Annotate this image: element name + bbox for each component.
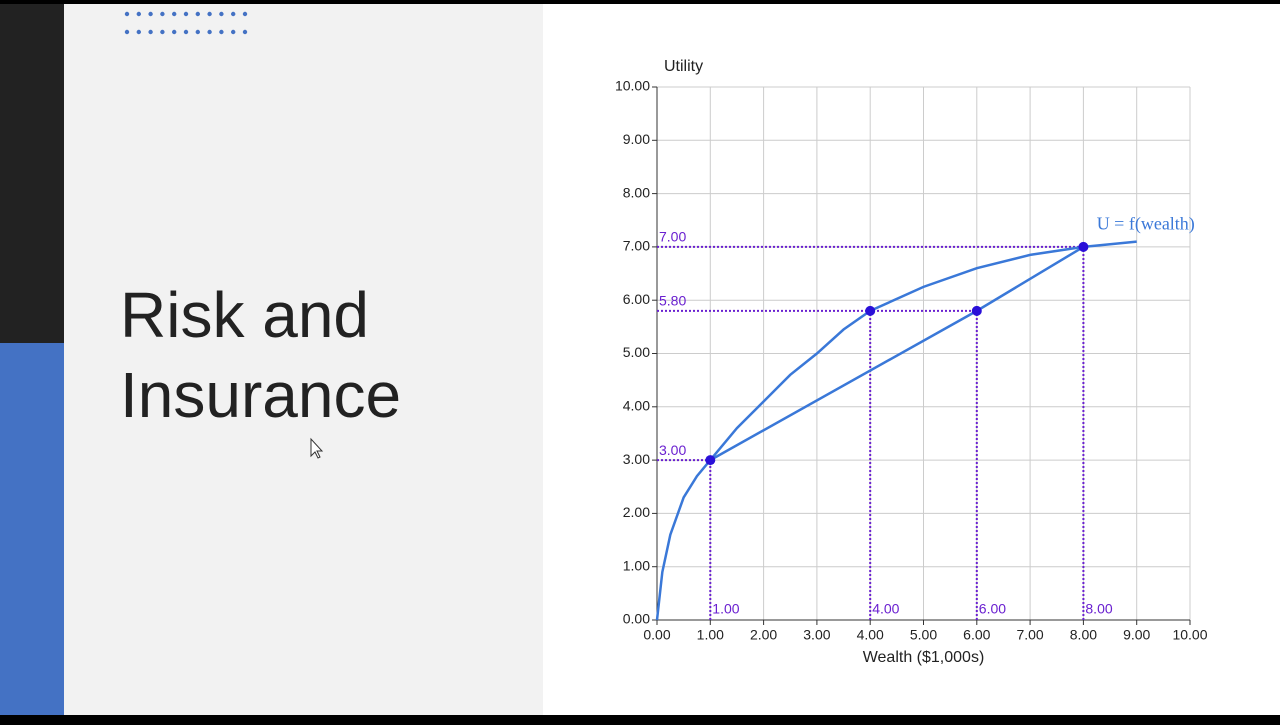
- y-guide-label: 3.00: [659, 442, 686, 458]
- dot: [207, 11, 212, 17]
- y-tick-label: 3.00: [623, 451, 650, 467]
- title-line: Risk and: [120, 279, 369, 351]
- y-guide-label: 5.80: [659, 293, 686, 309]
- cursor: [310, 437, 324, 459]
- dot: [195, 11, 200, 17]
- x-tick-label: 4.00: [857, 627, 884, 643]
- x-tick-label: 3.00: [803, 627, 830, 643]
- x-guide-label: 6.00: [979, 601, 1006, 617]
- dot: [183, 29, 189, 35]
- x-tick-label: 2.00: [750, 627, 777, 643]
- y-guide-label: 7.00: [659, 229, 686, 245]
- dot: [195, 29, 200, 35]
- point: [971, 305, 982, 316]
- point: [1078, 241, 1089, 252]
- dot: [136, 11, 141, 17]
- y-tick-label: 6.00: [623, 291, 650, 307]
- y-tick-label: 8.00: [623, 184, 650, 200]
- dot-pattern: [124, 11, 248, 35]
- y-tick-label: 5.00: [623, 344, 650, 360]
- chart: 0.00 1.00 2.00 3.00 4.00 5.00 6.00 7.00 8.00 9.00…: [615, 58, 1208, 666]
- y-tick-label: 7.00: [623, 238, 650, 254]
- x-guide-label: 4.00: [872, 601, 899, 617]
- point: [865, 305, 876, 316]
- x-tick-label: 5.00: [910, 627, 937, 643]
- y-axis-label: Utility: [664, 58, 703, 75]
- x-tick-label: 1.00: [697, 627, 724, 643]
- dark-bar: [0, 4, 64, 343]
- dot: [231, 29, 236, 35]
- x-guide-label: 8.00: [1085, 601, 1112, 617]
- dot: [242, 29, 248, 35]
- dot: [160, 11, 165, 17]
- dot: [160, 29, 165, 35]
- left-panel: [64, 4, 543, 715]
- dot: [242, 11, 248, 17]
- x-tick-label: 9.00: [1123, 627, 1150, 643]
- x-guide-label: 1.00: [712, 601, 739, 617]
- right-panel: [543, 4, 1280, 715]
- point: [705, 455, 716, 466]
- title-line: Insurance: [120, 359, 401, 431]
- x-tick-label: 10.00: [1172, 627, 1207, 643]
- y-tick-label: 2.00: [623, 504, 650, 520]
- dot: [172, 29, 177, 35]
- dot: [148, 11, 153, 17]
- dot: [231, 11, 236, 17]
- dot: [124, 11, 130, 17]
- dot: [124, 29, 130, 35]
- dot: [136, 29, 141, 35]
- series-label: U = f(wealth): [1097, 214, 1195, 235]
- x-axis-label: Wealth ($1,000s): [863, 649, 985, 666]
- y-tick-label: 9.00: [623, 131, 650, 147]
- y-tick-label: 1.00: [623, 557, 650, 573]
- series-line: [655, 240, 1137, 621]
- dot: [183, 11, 189, 17]
- dot: [172, 11, 177, 17]
- y-tick-label: 10.00: [615, 78, 650, 94]
- y-tick-label: 4.00: [623, 398, 650, 414]
- x-tick-label: 0.00: [643, 627, 670, 643]
- dot: [219, 11, 224, 17]
- x-tick-label: 6.00: [963, 627, 990, 643]
- dot: [219, 29, 224, 35]
- x-tick-label: 8.00: [1070, 627, 1097, 643]
- blue-bar: [0, 343, 64, 715]
- dot: [148, 29, 153, 35]
- y-tick-label: 0.00: [623, 611, 650, 627]
- dot: [207, 29, 212, 35]
- x-tick-label: 7.00: [1016, 627, 1043, 643]
